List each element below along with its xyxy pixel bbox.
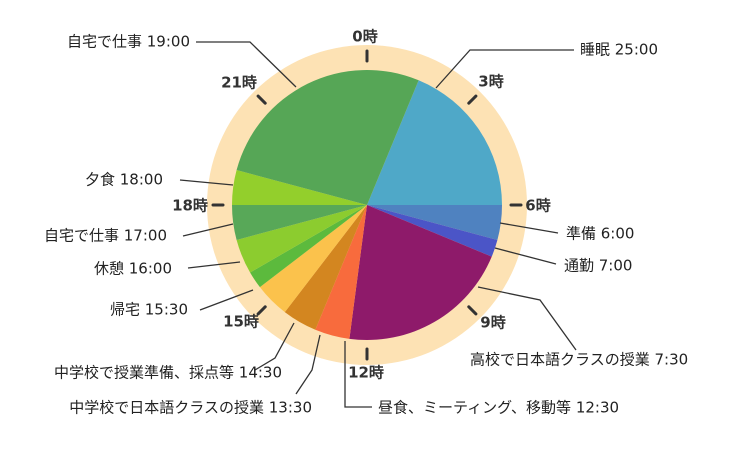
pie-slices [232,70,502,341]
slice-label-3: 高校で日本語クラスの授業 7:30 [470,351,688,369]
hour-label-4: 12時 [348,364,384,382]
hour-label-6: 18時 [172,197,208,215]
leader-line-11 [196,41,297,88]
hour-tick-7 [256,94,267,105]
leader-line-3 [477,286,577,351]
pie-slice-0 [367,80,502,205]
pie-slice-1 [367,205,502,240]
leader-line-5 [295,334,321,395]
slice-label-7: 帰宅 15:30 [110,301,188,319]
leader-lines [179,41,577,408]
hour-label-2: 6時 [525,197,550,215]
leader-line-6 [254,322,295,371]
hour-label-5: 15時 [223,313,259,331]
slice-label-9: 自宅で仕事 17:00 [44,227,167,245]
leader-line-8 [187,261,241,269]
pie-slice-2 [367,205,498,257]
leader-line-7 [199,289,254,311]
hour-labels: 0時 3時 6時 9時 12時 15時 18時 21時 [172,28,551,382]
slice-label-5: 中学校で日本語クラスの授業 13:30 [69,399,312,417]
pie-slice-9 [232,205,367,240]
pie-slice-5 [284,205,367,330]
hour-tick-1 [467,94,478,105]
slice-label-2: 通勤 7:00 [564,257,632,275]
pie-slice-4 [315,205,367,339]
pie-slice-8 [236,205,367,273]
slice-label-6: 中学校で授業準備、採点等 14:30 [54,364,282,382]
slice-label-11: 自宅で仕事 19:00 [67,33,190,51]
leader-line-4 [344,341,372,408]
pie-slice-3 [349,205,492,341]
hour-label-1: 3時 [478,73,503,91]
leader-line-10 [179,179,234,186]
pie-slice-10 [232,170,367,205]
slice-label-8: 休憩 16:00 [94,260,172,278]
hour-label-3: 9時 [480,314,505,332]
leader-line-2 [494,247,557,265]
pie-slice-6 [259,205,367,313]
leader-line-0 [435,49,574,89]
hour-ticks [211,49,523,361]
hour-label-0: 0時 [352,28,377,46]
leader-line-9 [182,223,234,237]
slice-label-1: 準備 6:00 [566,225,634,243]
pie-slice-7 [250,205,367,288]
slice-label-0: 睡眠 25:00 [580,41,658,59]
hour-label-7: 21時 [221,74,257,92]
slice-label-4: 昼食、ミーティング、移動等 12:30 [378,399,619,417]
hour-tick-3 [467,305,478,316]
pie-slice-11 [236,70,419,205]
slice-labels: 睡眠 25:00 準備 6:00 通勤 7:00 高校で日本語クラスの授業 7:30 昼… [44,33,688,417]
slice-label-10: 夕食 18:00 [85,171,163,189]
leader-line-1 [499,222,559,234]
hour-tick-5 [256,305,267,316]
